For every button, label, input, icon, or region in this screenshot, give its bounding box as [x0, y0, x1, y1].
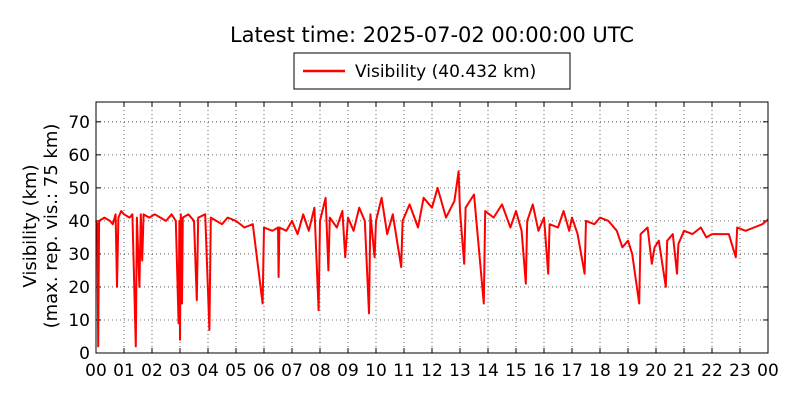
x-tick-label: 00 — [85, 361, 107, 381]
x-tick-label: 11 — [393, 361, 415, 381]
x-tick-label: 18 — [589, 361, 611, 381]
grid — [96, 102, 768, 353]
x-tick-label: 00 — [757, 361, 779, 381]
y-axis-label: Visibility (km) — [20, 164, 41, 287]
x-tick-label: 06 — [253, 361, 275, 381]
plot-frame — [95, 101, 769, 354]
chart-title: Latest time: 2025-07-02 00:00:00 UTC — [230, 23, 634, 47]
y-tick-label: 0 — [79, 344, 90, 364]
y-tick-label: 30 — [68, 245, 90, 265]
x-tick-label: 13 — [449, 361, 471, 381]
x-tick-label: 05 — [225, 361, 247, 381]
x-tick-label: 17 — [561, 361, 583, 381]
x-tick-label: 19 — [617, 361, 639, 381]
x-tick-label: 08 — [309, 361, 331, 381]
x-tick-label: 10 — [365, 361, 387, 381]
x-tick-label: 02 — [141, 361, 163, 381]
x-tick-label: 14 — [477, 361, 499, 381]
y-tick-label: 20 — [68, 278, 90, 298]
y-tick-label: 40 — [68, 212, 90, 232]
visibility-series-line — [95, 170, 769, 348]
legend-label: Visibility (40.432 km) — [355, 62, 536, 82]
x-tick-label: 12 — [421, 361, 443, 381]
x-tick-label: 09 — [337, 361, 359, 381]
y-tick-labels: 0 10 20 30 40 50 60 70 — [68, 113, 90, 364]
x-tick-label: 22 — [701, 361, 723, 381]
x-tick-label: 03 — [169, 361, 191, 381]
x-tick-labels: 00 01 02 03 04 05 06 07 08 09 10 11 12 13 14 15 16 17 18 19… — [85, 361, 779, 381]
x-tick-label: 21 — [673, 361, 695, 381]
x-tick-label: 04 — [197, 361, 219, 381]
x-tick-label: 20 — [645, 361, 667, 381]
x-tick-label: 16 — [533, 361, 555, 381]
x-tick-label: 15 — [505, 361, 527, 381]
y-tick-label: 70 — [68, 113, 90, 133]
x-tick-label: 23 — [729, 361, 751, 381]
y-axis-sublabel: (max. rep. vis.: 75 km) — [41, 124, 62, 329]
x-tick-label: 07 — [281, 361, 303, 381]
y-tick-label: 60 — [68, 146, 90, 166]
y-tick-label: 10 — [68, 311, 90, 331]
legend: Visibility (40.432 km) — [293, 52, 571, 90]
axis-ticks — [95, 102, 769, 354]
y-tick-label: 50 — [68, 179, 90, 199]
x-tick-label: 01 — [113, 361, 135, 381]
